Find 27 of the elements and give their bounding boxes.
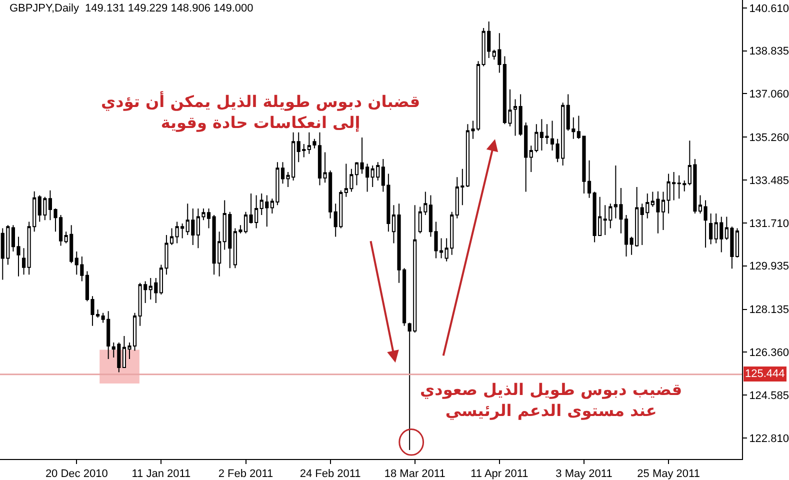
x-tick-label: 25 May 2011 xyxy=(637,468,700,480)
annotation: قضيب دبوس طويل الذيل صعودي عند مستوى الدعم الرئيسي xyxy=(420,380,682,420)
x-tick-label: 11 Apr 2011 xyxy=(470,468,528,480)
y-tick-label: 138.835 xyxy=(749,46,789,58)
y-tick-label: 140.610 xyxy=(749,2,789,15)
candlestick xyxy=(22,248,26,276)
y-tick-label: 129.935 xyxy=(749,260,789,273)
y-tick-label: 131.710 xyxy=(749,218,789,230)
x-tick-label: 24 Feb 2011 xyxy=(300,468,361,480)
y-tick-label: 128.135 xyxy=(749,304,789,316)
candlestick xyxy=(709,213,713,245)
x-tick-label: 20 Dec 2010 xyxy=(45,468,108,480)
candlestick xyxy=(550,120,554,151)
x-tick-label: 3 May 2011 xyxy=(556,468,612,480)
y-tick-label: 137.060 xyxy=(749,88,789,101)
x-tick-label: 2 Feb 2011 xyxy=(218,468,274,480)
annotation: قضبان دبوس طويلة الذيل يمكن أن تؤدي إلى انعكاسات حادة وقوية xyxy=(101,91,420,132)
ref-line-label: 125.444 xyxy=(745,368,785,380)
y-tick-label: 122.810 xyxy=(749,432,789,445)
y-tick-label: 124.585 xyxy=(749,390,789,402)
candlestick xyxy=(513,98,518,136)
chart-title: GBPJPY,Daily 149.131 149.229 148.906 149.000 xyxy=(9,2,254,15)
y-tick-label: 126.360 xyxy=(749,347,789,360)
x-tick-label: 11 Jan 2011 xyxy=(132,468,191,480)
x-tick-label: 18 Mar 2011 xyxy=(384,468,446,480)
y-tick-label: 133.485 xyxy=(749,174,789,187)
y-tick-label: 135.260 xyxy=(749,132,789,144)
